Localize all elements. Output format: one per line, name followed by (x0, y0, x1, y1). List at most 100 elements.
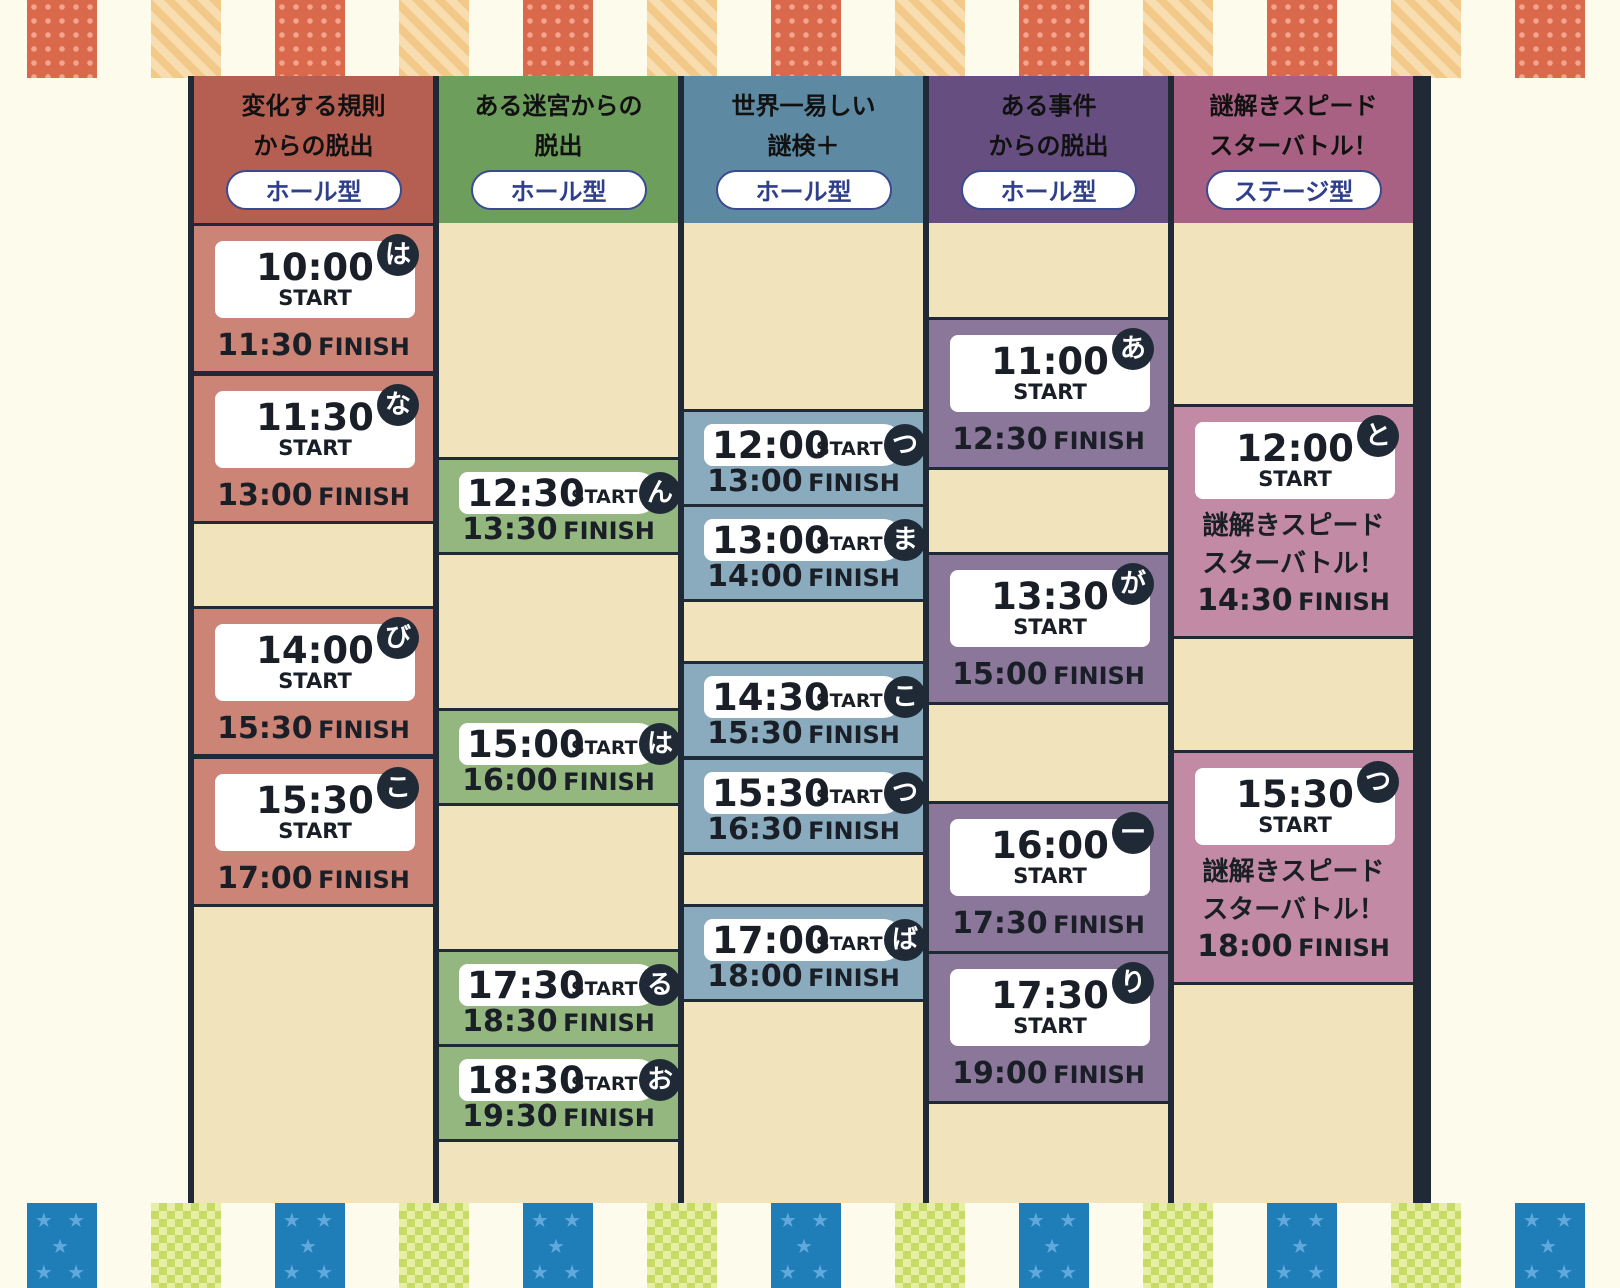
session-slot[interactable]: 16:00 START ー 17:30 FINISH (929, 801, 1168, 954)
session-slot[interactable]: 14:00 START び 15:30 FINISH (194, 606, 433, 757)
schedule-column: ある迷宮からの 脱出 ホール型 12:30 START ん 13:30 FINISH 15:… (439, 76, 681, 1203)
session-slot[interactable]: 12:30 START ん 13:30 FINISH (439, 457, 681, 555)
finish-time: 12:30 FINISH (929, 418, 1168, 466)
start-label: START (1258, 467, 1332, 491)
letter-badge: び (377, 617, 419, 659)
finish-time-value: 17:00 (217, 861, 313, 896)
finish-label: FINISH (563, 517, 655, 545)
venue-type-badge: ホール型 (225, 170, 402, 210)
session-slot[interactable]: 15:30 START つ 16:30 FINISH (684, 757, 926, 855)
finish-time: 19:00 FINISH (929, 1052, 1168, 1100)
letter-badge: と (1357, 415, 1399, 457)
slot-border (194, 904, 433, 907)
finish-label: FINISH (563, 1104, 655, 1132)
flag-diamond (151, 1203, 221, 1288)
flag-stripes (399, 0, 469, 78)
finish-label: FINISH (318, 716, 410, 744)
slot-border (1174, 636, 1413, 639)
start-label: START (816, 690, 883, 712)
slot-border (684, 504, 923, 507)
start-label: START (278, 436, 352, 460)
slot-border (1174, 982, 1413, 985)
start-label: START (571, 978, 638, 1000)
flag-stripes (1391, 0, 1461, 78)
schedule-column: 世界一易しい 謎検＋ ホール型 12:00 START つ 13:00 FINISH 13:… (684, 76, 926, 1203)
flag-stripes (647, 0, 717, 78)
flag-diamond (1143, 1203, 1213, 1288)
slot-border (929, 801, 1168, 804)
finish-label: FINISH (318, 483, 410, 511)
start-label: START (816, 438, 883, 460)
finish-time: 13:30 FINISH (439, 514, 678, 550)
letter-badge: ー (1112, 812, 1154, 854)
start-time-card: 17:00 START ば (704, 919, 926, 962)
session-slot[interactable]: 13:00 START ま 14:00 FINISH (684, 504, 926, 602)
session-slot[interactable]: 11:30 START な 13:00 FINISH (194, 373, 433, 524)
start-time-card: 12:30 START ん (459, 472, 681, 515)
slot-border (929, 467, 1168, 470)
start-time: 12:00 (712, 424, 830, 467)
session-slot[interactable]: 15:30 START つ謎解きスピード スターバトル！ 18:00 FINISH (1174, 750, 1413, 985)
start-time: 15:30 (1236, 773, 1354, 816)
session-slot[interactable]: 10:00 START は 11:30 FINISH (194, 223, 433, 374)
letter-badge: は (639, 723, 681, 765)
slot-border (684, 852, 923, 855)
game-title: 変化する規則 からの脱出 (241, 92, 386, 160)
finish-time: 18:00 FINISH (1174, 925, 1413, 973)
start-time: 15:30 (256, 779, 374, 822)
letter-badge: こ (884, 676, 926, 718)
slot-border (929, 702, 1168, 705)
start-time-card: 15:30 START つ (704, 772, 926, 815)
column-header: 変化する規則 からの脱出ホール型 (194, 76, 433, 223)
flag-stripes (1143, 0, 1213, 78)
start-label: START (816, 533, 883, 555)
game-note: 謎解きスピード スターバトル！ (1202, 511, 1385, 579)
slot-border (194, 521, 433, 524)
session-slot[interactable]: 15:30 START こ 17:00 FINISH (194, 756, 433, 907)
letter-badge: ま (884, 519, 926, 561)
start-time: 13:00 (712, 519, 830, 562)
finish-label: FINISH (808, 721, 900, 749)
finish-time-value: 19:00 (952, 1056, 1048, 1091)
slot-border (439, 803, 678, 806)
session-slot[interactable]: 17:30 START る 18:30 FINISH (439, 949, 681, 1047)
start-time: 11:30 (256, 396, 374, 439)
session-slot[interactable]: 14:30 START こ 15:30 FINISH (684, 661, 926, 759)
session-slot[interactable]: 13:30 START が 15:00 FINISH (929, 552, 1168, 705)
flag-stars: ★ ★ ★ ★ ★ (771, 1203, 841, 1288)
session-slot[interactable]: 17:00 START ば 18:00 FINISH (684, 904, 926, 1002)
finish-label: FINISH (1053, 662, 1145, 690)
start-label: START (1013, 615, 1087, 639)
slot-border (439, 949, 678, 952)
session-slot[interactable]: 15:00 START は 16:00 FINISH (439, 708, 681, 806)
session-slot[interactable]: 18:30 START お 19:30 FINISH (439, 1044, 681, 1142)
slot-border (684, 409, 923, 412)
start-time: 17:30 (991, 974, 1109, 1017)
column-header: 謎解きスピード スターバトル！ ステージ型 (1174, 76, 1413, 223)
session-slot[interactable]: 12:00 START と謎解きスピード スターバトル！ 14:30 FINISH (1174, 404, 1413, 639)
start-label: START (816, 786, 883, 808)
schedule-column: 謎解きスピード スターバトル！ ステージ型 12:00 START と謎解きスピード ス… (1174, 76, 1413, 1203)
start-time: 18:30 (467, 1059, 585, 1102)
finish-time: 15:30 FINISH (194, 707, 433, 755)
column-header: ある事件 からの脱出 ホール型 (929, 76, 1168, 223)
session-slot[interactable]: 11:00 START あ 12:30 FINISH (929, 317, 1168, 470)
session-slot[interactable]: 17:30 START り 19:00 FINISH (929, 951, 1168, 1104)
slot-border (684, 757, 923, 760)
finish-time: 15:00 FINISH (929, 653, 1168, 701)
start-time: 15:00 (467, 723, 585, 766)
finish-time-value: 18:00 (707, 959, 803, 994)
finish-time: 18:00 FINISH (684, 961, 923, 997)
slot-border (929, 317, 1168, 320)
flag-dots (275, 0, 345, 78)
slot-border (439, 552, 678, 555)
session-slot[interactable]: 12:00 START つ 13:00 FINISH (684, 409, 926, 507)
start-time: 15:30 (712, 772, 830, 815)
finish-label: FINISH (1053, 1061, 1145, 1089)
slot-border (194, 373, 433, 376)
finish-time: 13:00 FINISH (194, 474, 433, 522)
start-label: START (816, 933, 883, 955)
start-time: 14:30 (712, 676, 830, 719)
flag-stripes (895, 0, 965, 78)
game-title: ある迷宮からの 脱出 (474, 92, 643, 160)
